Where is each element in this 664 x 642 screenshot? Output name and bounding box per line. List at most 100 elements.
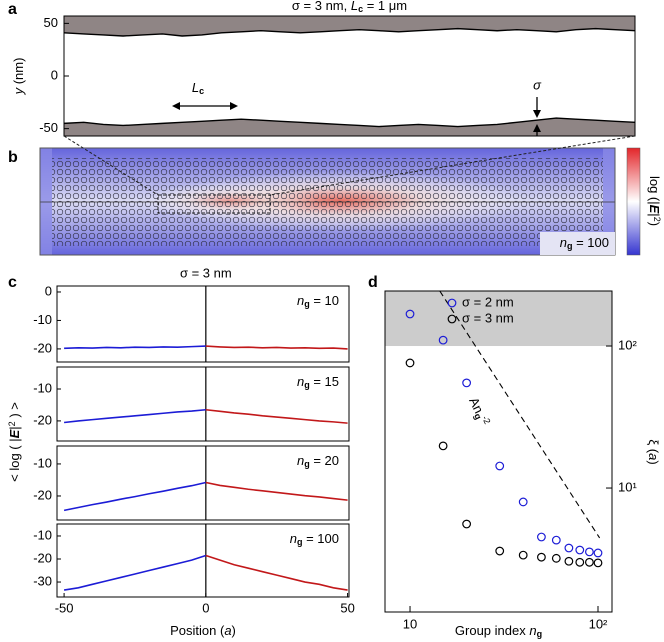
- x-axis-label: Position (a): [170, 623, 236, 638]
- zoom-box: [157, 194, 271, 214]
- x-tick-label: 0: [202, 600, 209, 615]
- data-line: [63, 554, 207, 591]
- data-point: [405, 309, 415, 319]
- arrow-head: [533, 110, 541, 132]
- panel-label: b: [8, 149, 18, 166]
- panel-label: d: [368, 274, 378, 291]
- text-part: Group index: [455, 623, 529, 638]
- text-part: ): [646, 460, 661, 464]
- text-part: c: [199, 86, 204, 96]
- data-point: [495, 461, 505, 471]
- text-part: n: [290, 531, 297, 546]
- text-part: L: [351, 0, 358, 13]
- data-point: [585, 557, 594, 567]
- y-tick-label: -30: [33, 573, 52, 588]
- text-part: -2: [480, 414, 493, 426]
- data-point: [438, 335, 448, 345]
- data-line: [205, 408, 348, 424]
- legend-label: σ = 3 nm: [462, 310, 514, 325]
- panel-annotation: ng = 100: [290, 531, 339, 547]
- text-part: E: [647, 205, 662, 214]
- arrow-head: [172, 102, 238, 110]
- data-line: [205, 481, 348, 501]
- edge-line: [63, 27, 636, 37]
- plot-frame: [56, 285, 350, 363]
- data-point: [564, 556, 574, 566]
- plot-frame: [56, 445, 350, 521]
- text-part: c: [358, 4, 363, 14]
- zoom-connector: [269, 135, 636, 196]
- text-part: = 20: [310, 453, 339, 468]
- data-line: [64, 345, 206, 350]
- text-part: ξ (: [646, 439, 661, 453]
- annotation-box: [540, 232, 615, 255]
- text-part: n: [297, 293, 304, 308]
- y-tick-label: 50: [44, 15, 58, 30]
- text-part: E: [7, 429, 22, 438]
- y-tick-label: 0: [45, 283, 52, 298]
- colorbar-label: log (|E|2): [647, 176, 663, 226]
- text-part: a: [224, 623, 231, 638]
- legend-marker: [447, 298, 457, 308]
- text-part: g: [304, 459, 310, 469]
- y-axis-label: ξ (a): [646, 439, 661, 464]
- legend-label: σ = 2 nm: [462, 294, 514, 309]
- reference-line: [439, 290, 601, 539]
- text-part: g: [304, 380, 310, 390]
- y-tick-label: -20: [33, 550, 52, 565]
- end-cap: [40, 148, 52, 255]
- text-part: = 15: [310, 374, 339, 389]
- plot-frame: [384, 290, 613, 613]
- text-part: |: [7, 426, 22, 429]
- text-part: = 1 μm: [363, 0, 407, 13]
- y-tick-label: -20: [33, 340, 52, 355]
- y-tick-label: 10¹: [618, 479, 637, 494]
- hole-lattice: [52, 158, 603, 206]
- data-line: [205, 345, 348, 350]
- y-tick-label: -10: [33, 380, 52, 395]
- text-part: n: [529, 623, 536, 638]
- data-line: [63, 481, 207, 512]
- text-part: = 100: [572, 235, 609, 250]
- text-part: ): [647, 222, 662, 226]
- text-part: ) >: [7, 402, 22, 421]
- end-cap: [603, 148, 615, 255]
- text-part: An: [466, 395, 486, 416]
- data-point: [438, 441, 448, 451]
- text-part: < log ( |: [7, 438, 22, 481]
- text-part: log (|: [647, 176, 662, 205]
- x-tick-label: 10²: [589, 616, 608, 631]
- data-point: [518, 550, 528, 560]
- text-part: n: [297, 374, 304, 389]
- text-part: n: [560, 235, 567, 250]
- text-part: a: [646, 453, 661, 460]
- text-part: g: [537, 629, 543, 639]
- data-line: [205, 554, 348, 591]
- plot-frame: [56, 523, 350, 598]
- x-tick-label: -50: [55, 600, 74, 615]
- panel-label: c: [8, 274, 17, 291]
- text-part: L: [192, 80, 199, 95]
- text-part: y: [11, 86, 26, 95]
- text-part: ): [232, 623, 236, 638]
- shaded-region: [385, 291, 612, 347]
- text-part: 2: [7, 421, 17, 426]
- edge-line: [63, 117, 636, 128]
- plot-frame: [63, 15, 636, 137]
- y-tick-label: -10: [33, 312, 52, 327]
- y-tick-label: 10²: [618, 337, 637, 352]
- text-part: g: [472, 412, 483, 421]
- data-point: [537, 532, 546, 542]
- text-part: g: [297, 537, 303, 547]
- plot-frame: [56, 366, 350, 442]
- panel-label: a: [8, 1, 17, 18]
- chart-title: σ = 3 nm, Lc = 1 μm: [292, 0, 407, 14]
- text-part: (nm): [11, 58, 26, 88]
- data-point: [462, 519, 472, 529]
- x-tick-label: 10: [403, 616, 417, 631]
- plot-frame: [39, 147, 616, 256]
- data-point: [518, 497, 528, 507]
- text-part: n: [297, 453, 304, 468]
- chart-title: σ = 3 nm: [180, 265, 232, 280]
- y-tick-label: 0: [51, 67, 58, 82]
